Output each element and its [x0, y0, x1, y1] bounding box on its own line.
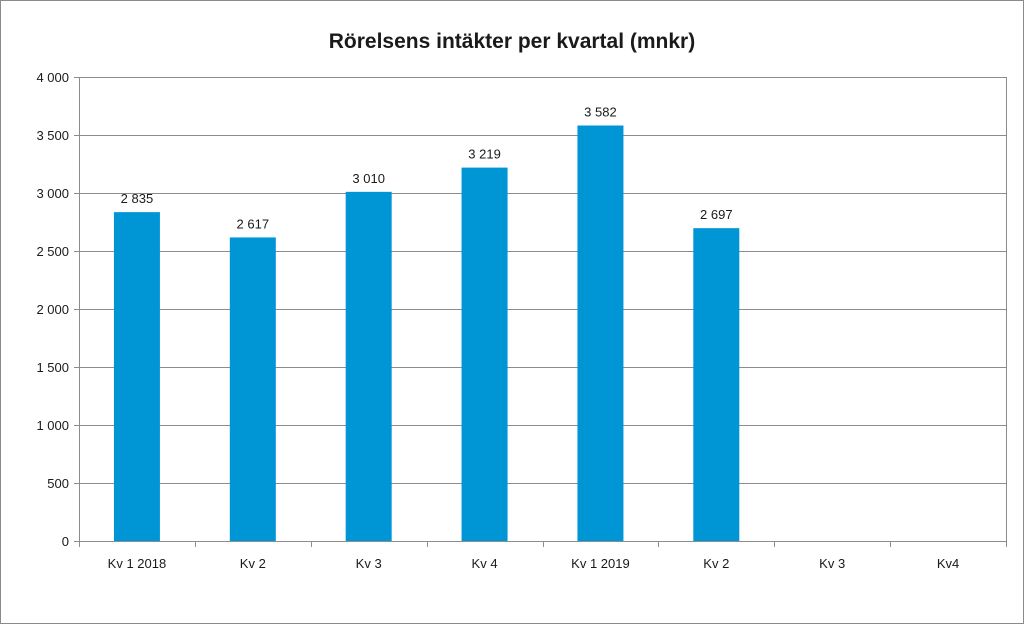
y-tick-label: 2 000 [36, 302, 69, 317]
x-tick-label: Kv 1 2018 [108, 556, 167, 571]
y-tick-label: 1 000 [36, 418, 69, 433]
axes [74, 77, 1007, 547]
x-tick-label: Kv4 [937, 556, 959, 571]
y-tick-label: 1 500 [36, 360, 69, 375]
bar [113, 212, 160, 541]
x-tick-label: Kv 2 [703, 556, 729, 571]
y-tick-label: 2 500 [36, 244, 69, 259]
y-tick-label: 500 [47, 476, 69, 491]
bar [345, 191, 392, 541]
data-label: 2 697 [700, 207, 733, 222]
y-tick-label: 3 500 [36, 128, 69, 143]
chart-title: Rörelsens intäkter per kvartal (mnkr) [328, 30, 696, 53]
y-tick-label: 0 [62, 534, 69, 549]
y-tick-label: 4 000 [36, 70, 69, 85]
y-tick-labels: 0 500 1 000 1 500 2 000 2 500 3 000 3 500 4 000 [36, 70, 69, 549]
bar [693, 228, 740, 541]
bar [577, 125, 624, 541]
data-label: 2 835 [121, 191, 154, 206]
x-tick-label: Kv 4 [472, 556, 498, 571]
bar [229, 237, 276, 542]
data-label: 3 219 [468, 147, 501, 162]
data-label: 3 010 [352, 171, 385, 186]
bar [461, 167, 508, 541]
y-tick-label: 3 000 [36, 186, 69, 201]
gridlines [79, 77, 1006, 484]
bars [113, 125, 740, 542]
x-tick-label: Kv 2 [240, 556, 266, 571]
data-label: 2 617 [237, 216, 270, 231]
x-tick-label: Kv 1 2019 [571, 556, 630, 571]
x-tick-label: Kv 3 [356, 556, 382, 571]
data-labels: 2 835 2 617 3 010 3 219 3 582 2 697 [121, 104, 733, 231]
x-tick-label: Kv 3 [819, 556, 845, 571]
data-label: 3 582 [584, 104, 617, 119]
x-tick-labels: Kv 1 2018 Kv 2 Kv 3 Kv 4 Kv 1 2019 Kv 2 Kv 3 Kv… [108, 556, 960, 571]
